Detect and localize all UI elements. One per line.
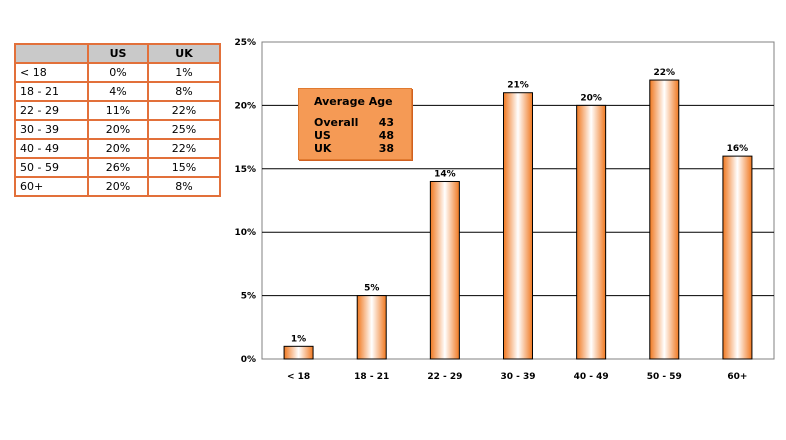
y-tick-label: 10% <box>234 228 256 238</box>
bar-value-label: 21% <box>507 81 529 91</box>
bar <box>722 155 753 360</box>
average-age-row: UK 38 <box>314 142 394 156</box>
table-row: < 18 0% 1% <box>14 62 221 83</box>
age-range-cell: 60+ <box>14 176 89 197</box>
bar-value-labels: 1% 5% 14% 21% 20% 22% 16% <box>291 68 748 344</box>
x-tick-label: 40 - 49 <box>574 372 609 382</box>
uk-value-cell: 15% <box>147 157 221 178</box>
table-row: 40 - 49 20% 22% <box>14 138 221 159</box>
x-tick-label: 22 - 29 <box>427 372 462 382</box>
average-age-row: Overall 43 <box>314 116 394 130</box>
us-value-cell: 11% <box>87 100 149 121</box>
us-value-cell: 0% <box>87 62 149 83</box>
average-age-box: Average Age Overall 43 US 48 UK 38 <box>298 88 412 160</box>
bar-value-label: 20% <box>580 93 602 103</box>
age-range-cell: 30 - 39 <box>14 119 89 140</box>
age-range-cell: 50 - 59 <box>14 157 89 178</box>
table-row: 50 - 59 26% 15% <box>14 157 221 178</box>
y-axis-tick-labels: 0% 5% 10% 15% 20% 25% <box>234 38 256 365</box>
table-header-cell: UK <box>147 43 221 64</box>
average-age-row: US 48 <box>314 129 394 143</box>
bar-value-label: 22% <box>654 68 676 78</box>
bar <box>429 180 460 360</box>
table-row: 60+ 20% 8% <box>14 176 221 197</box>
bar-value-label: 14% <box>434 169 456 179</box>
average-age-value: 48 <box>378 129 394 142</box>
uk-value-cell: 22% <box>147 138 221 159</box>
average-age-value: 43 <box>378 116 394 129</box>
y-tick-label: 25% <box>234 38 256 48</box>
bar-series <box>283 79 753 360</box>
x-tick-label: 60+ <box>727 372 747 382</box>
y-tick-label: 15% <box>234 165 256 175</box>
bar <box>503 92 533 360</box>
us-value-cell: 20% <box>87 176 149 197</box>
average-age-label: US <box>314 129 331 142</box>
x-tick-label: 18 - 21 <box>354 372 389 382</box>
table-row: 22 - 29 11% 22% <box>14 100 221 121</box>
average-age-value: 38 <box>378 142 394 155</box>
us-value-cell: 20% <box>87 138 149 159</box>
age-range-cell: < 18 <box>14 62 89 83</box>
bar-value-label: 1% <box>291 334 306 344</box>
uk-value-cell: 8% <box>147 176 221 197</box>
y-tick-label: 0% <box>241 355 256 365</box>
us-value-cell: 20% <box>87 119 149 140</box>
table-header-row: US UK <box>14 43 221 64</box>
bar-value-label: 16% <box>727 144 749 154</box>
bar <box>576 104 607 360</box>
table-header-cell <box>14 43 89 64</box>
table-row: 18 - 21 4% 8% <box>14 81 221 102</box>
age-range-cell: 18 - 21 <box>14 81 89 102</box>
x-tick-label: 30 - 39 <box>500 372 535 382</box>
us-value-cell: 26% <box>87 157 149 178</box>
average-age-label: UK <box>314 142 332 155</box>
bar <box>649 79 680 360</box>
uk-value-cell: 8% <box>147 81 221 102</box>
uk-value-cell: 22% <box>147 100 221 121</box>
uk-value-cell: 1% <box>147 62 221 83</box>
uk-value-cell: 25% <box>147 119 221 140</box>
table-header-cell: US <box>87 43 149 64</box>
us-value-cell: 4% <box>87 81 149 102</box>
x-tick-label: < 18 <box>287 372 310 382</box>
y-tick-label: 5% <box>241 292 256 302</box>
table-row: 30 - 39 20% 25% <box>14 119 221 140</box>
x-tick-label: 50 - 59 <box>647 372 682 382</box>
average-age-label: Overall <box>314 116 359 129</box>
age-range-cell: 40 - 49 <box>14 138 89 159</box>
bar <box>283 345 314 360</box>
bar <box>356 295 387 360</box>
average-age-title: Average Age <box>314 95 393 108</box>
y-tick-label: 20% <box>234 101 256 111</box>
bar-value-label: 5% <box>364 284 379 294</box>
age-range-cell: 22 - 29 <box>14 100 89 121</box>
x-axis-tick-labels: < 18 18 - 21 22 - 29 30 - 39 40 - 49 50 - 59 6… <box>287 372 747 382</box>
age-distribution-table: US UK < 18 0% 1% 18 - 21 4% 8% 22 - 29 1… <box>14 43 221 197</box>
